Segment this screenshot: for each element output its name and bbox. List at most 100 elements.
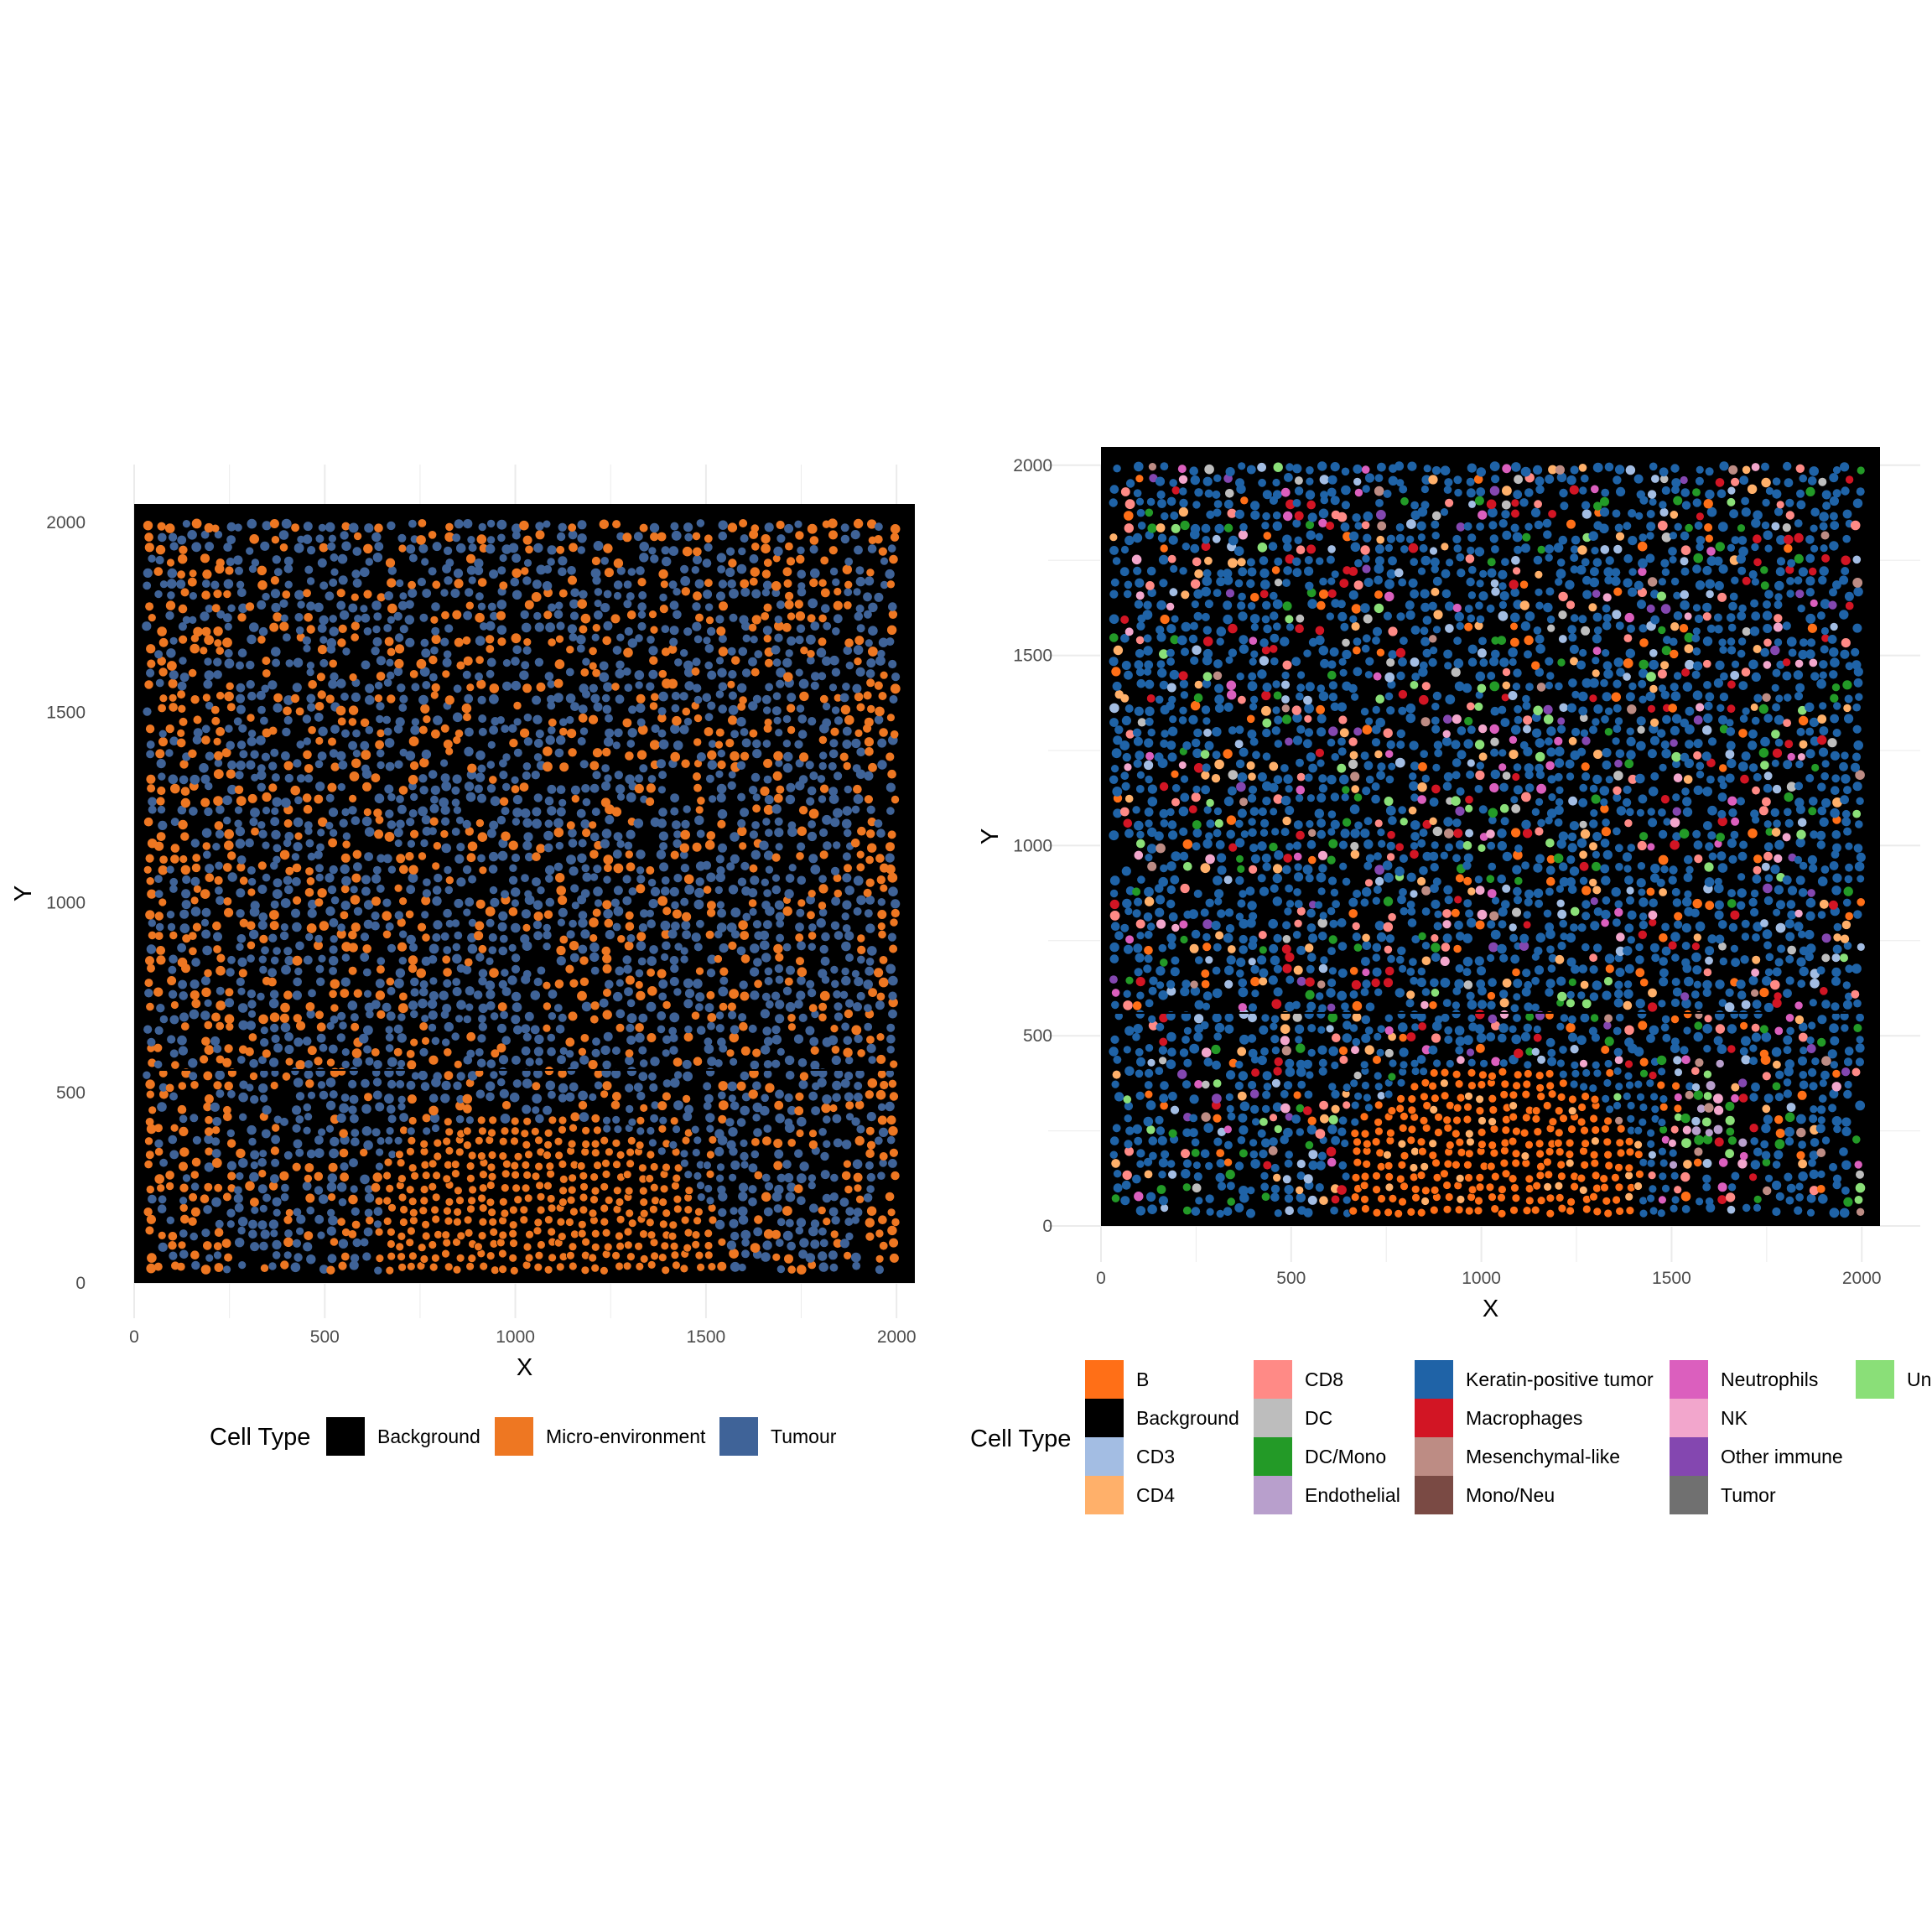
cell-point bbox=[246, 1021, 256, 1031]
cell-point bbox=[475, 612, 485, 623]
cell-point bbox=[854, 545, 863, 555]
cell-point bbox=[1360, 1171, 1370, 1182]
cell-point bbox=[1738, 1138, 1748, 1147]
cell-point bbox=[204, 969, 212, 978]
cell-point bbox=[376, 702, 385, 711]
cell-point bbox=[1202, 991, 1213, 1001]
cell-point bbox=[545, 897, 555, 907]
cell-point bbox=[763, 706, 771, 714]
cell-point bbox=[158, 667, 168, 677]
cell-point bbox=[419, 1185, 429, 1194]
cell-point bbox=[306, 1206, 315, 1215]
cell-point bbox=[763, 724, 772, 733]
cell-point bbox=[708, 740, 717, 748]
cell-point bbox=[674, 658, 683, 667]
cell-point bbox=[594, 600, 602, 608]
cell-point bbox=[1161, 1150, 1170, 1159]
cell-point bbox=[273, 855, 281, 864]
cell-point bbox=[169, 1251, 178, 1260]
cell-point bbox=[841, 967, 849, 976]
cell-point bbox=[668, 1140, 678, 1150]
cell-point bbox=[227, 851, 236, 860]
cell-point bbox=[875, 522, 883, 532]
cell-point bbox=[348, 1230, 357, 1239]
cell-point bbox=[1702, 1174, 1711, 1184]
cell-point bbox=[258, 1169, 267, 1178]
cell-point bbox=[1486, 1161, 1496, 1171]
cell-point bbox=[543, 923, 551, 932]
cell-point bbox=[1455, 1046, 1464, 1055]
cell-point bbox=[740, 587, 750, 597]
cell-point bbox=[647, 1260, 657, 1270]
cell-point bbox=[1303, 1208, 1313, 1218]
cell-point bbox=[304, 774, 314, 783]
cell-point bbox=[548, 603, 557, 612]
cell-point bbox=[479, 543, 488, 553]
cell-point bbox=[442, 1174, 452, 1184]
cell-point bbox=[705, 1170, 715, 1179]
cell-point bbox=[578, 713, 588, 723]
cell-point bbox=[592, 624, 600, 632]
cell-point bbox=[1533, 1127, 1543, 1136]
cell-point bbox=[1500, 1079, 1510, 1089]
cell-point bbox=[530, 1025, 540, 1035]
cell-point bbox=[375, 1147, 385, 1157]
cell-point bbox=[1783, 1089, 1792, 1098]
cell-point bbox=[497, 850, 508, 861]
cell-point bbox=[522, 1068, 531, 1078]
cell-point bbox=[1280, 1135, 1289, 1145]
y-tick-label: 1000 bbox=[46, 893, 86, 912]
cell-point bbox=[338, 624, 347, 634]
cell-point bbox=[726, 1140, 736, 1150]
cell-point bbox=[351, 593, 359, 601]
cell-point bbox=[485, 906, 496, 917]
cell-point bbox=[1716, 1059, 1724, 1068]
cell-point bbox=[475, 750, 486, 761]
cell-point bbox=[1431, 989, 1440, 997]
cell-point bbox=[1421, 1045, 1431, 1055]
cell-point bbox=[1794, 1001, 1803, 1010]
cell-point bbox=[600, 1182, 610, 1192]
cell-point bbox=[1672, 987, 1682, 997]
cell-point bbox=[1226, 955, 1236, 965]
cell-point bbox=[1531, 1047, 1540, 1057]
cell-point bbox=[204, 1094, 214, 1104]
cell-point bbox=[728, 771, 736, 779]
cell-point bbox=[501, 890, 509, 899]
cell-point bbox=[611, 683, 620, 691]
cell-point bbox=[191, 999, 201, 1009]
cell-point bbox=[567, 624, 578, 634]
cell-point bbox=[295, 1092, 305, 1101]
cell-point bbox=[499, 934, 508, 943]
cell-point bbox=[428, 1159, 438, 1169]
cell-point bbox=[522, 1104, 532, 1114]
cell-point bbox=[1399, 964, 1407, 973]
cell-point bbox=[330, 935, 338, 943]
cell-point bbox=[144, 989, 153, 998]
cell-point bbox=[1772, 967, 1782, 977]
cell-point bbox=[421, 1015, 429, 1023]
cell-point bbox=[761, 992, 771, 1001]
cell-point bbox=[423, 715, 431, 724]
cell-point bbox=[159, 1015, 169, 1024]
cell-point bbox=[1431, 1158, 1441, 1168]
cell-point bbox=[1702, 1159, 1712, 1168]
cell-point bbox=[1191, 1138, 1200, 1147]
cell-point bbox=[1337, 969, 1348, 978]
cell-point bbox=[249, 818, 258, 827]
cell-point bbox=[1749, 1044, 1758, 1052]
cell-point bbox=[702, 860, 712, 870]
cell-point bbox=[1650, 1104, 1660, 1114]
cell-point bbox=[682, 930, 691, 940]
cell-point bbox=[419, 1022, 428, 1031]
cell-point bbox=[159, 580, 168, 589]
cell-point bbox=[1762, 1104, 1771, 1114]
cell-point bbox=[852, 764, 861, 773]
cell-point bbox=[1443, 1159, 1453, 1169]
cell-point bbox=[1829, 1089, 1839, 1098]
cell-point bbox=[180, 787, 190, 796]
cell-point bbox=[463, 1055, 473, 1065]
cell-point bbox=[1831, 967, 1841, 977]
cell-point bbox=[385, 922, 394, 931]
cell-point bbox=[340, 977, 351, 987]
